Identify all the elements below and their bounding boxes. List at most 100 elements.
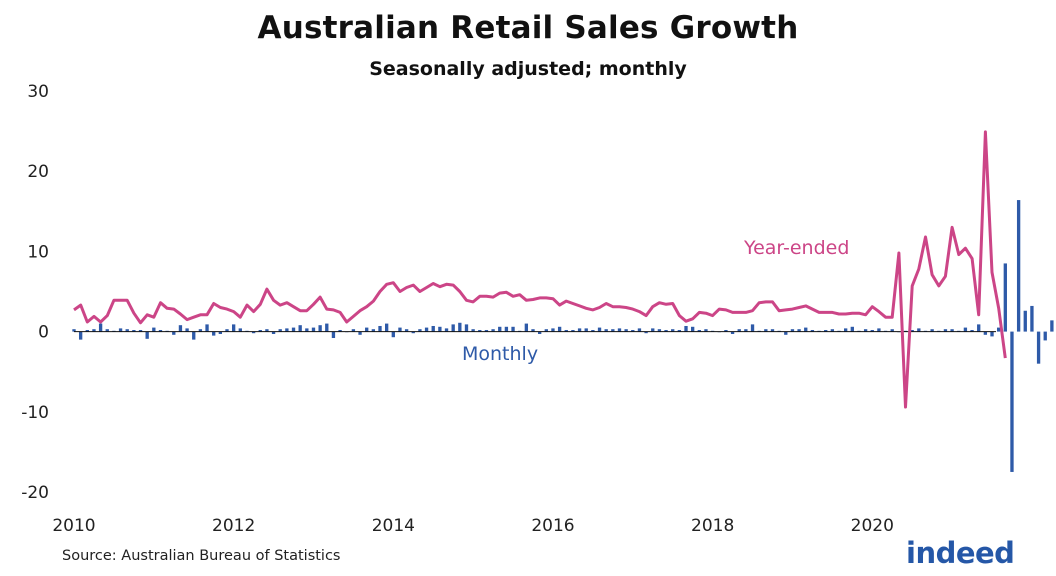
monthly-bar	[105, 329, 109, 332]
monthly-bar	[750, 324, 755, 332]
monthly-bar	[1043, 331, 1047, 341]
monthly-bar	[418, 329, 422, 332]
x-tick-label: 2020	[851, 516, 894, 536]
monthly-bar	[930, 329, 934, 332]
monthly-bar	[198, 329, 203, 332]
monthly-bar	[744, 329, 748, 332]
monthly-bar	[963, 327, 968, 332]
monthly-bar	[231, 324, 236, 332]
chart-subtitle: Seasonally adjusted; monthly	[369, 58, 687, 80]
x-axis: 2010 2012 2014 2016 2018 2020	[52, 516, 894, 536]
monthly-bar	[298, 325, 302, 332]
year-ended-label: Year-ended	[743, 237, 849, 259]
monthly-bar	[784, 331, 788, 335]
monthly-bar	[1030, 305, 1034, 332]
monthly-bar	[338, 329, 342, 332]
monthly-bar	[451, 324, 455, 332]
monthly-bar	[604, 329, 608, 332]
monthly-bar	[85, 329, 89, 332]
y-tick-label: 0	[38, 323, 49, 343]
monthly-bar	[185, 328, 189, 332]
monthly-bar	[764, 329, 768, 332]
monthly-bar	[172, 331, 176, 335]
monthly-bar	[132, 329, 136, 332]
y-tick-label: 10	[27, 242, 49, 262]
monthly-bar	[218, 331, 223, 335]
monthly-bar	[1050, 320, 1054, 332]
monthly-bar	[311, 327, 316, 332]
monthly-bar	[970, 329, 974, 332]
monthly-bar	[531, 329, 535, 332]
monthly-bar	[1016, 200, 1021, 332]
monthly-bar	[318, 325, 322, 332]
monthly-bar	[824, 329, 828, 332]
monthly-bar	[631, 329, 635, 332]
monthly-bar	[371, 329, 376, 332]
monthly-bar	[78, 331, 83, 340]
monthly-bar	[358, 331, 362, 335]
monthly-bar	[584, 328, 588, 332]
monthly-bar	[98, 323, 103, 332]
monthly-bar	[331, 331, 336, 339]
monthly-bar	[471, 329, 475, 332]
monthly-bar	[524, 323, 529, 332]
monthly-bar	[591, 329, 595, 332]
monthly-bar	[890, 329, 894, 332]
monthly-bar	[438, 326, 442, 332]
monthly-bar	[511, 326, 515, 332]
monthly-bar	[118, 328, 123, 332]
y-tick-label: -10	[21, 403, 49, 423]
monthly-bar	[192, 331, 196, 340]
monthly-bar	[664, 329, 668, 332]
monthly-bar	[225, 329, 229, 332]
monthly-bar	[863, 329, 868, 332]
monthly-bar	[478, 329, 482, 332]
x-tick-label: 2012	[212, 516, 255, 536]
monthly-bar	[651, 328, 655, 332]
monthly-bar	[398, 327, 402, 332]
monthly-bar	[278, 329, 282, 332]
monthly-bar	[617, 328, 622, 332]
monthly-bar	[671, 329, 675, 332]
monthly-bar	[152, 327, 156, 332]
monthly-bar	[431, 325, 435, 332]
x-tick-label: 2014	[372, 516, 415, 536]
monthly-bar	[498, 326, 502, 332]
monthly-bar	[790, 329, 795, 332]
monthly-bar	[557, 326, 562, 332]
monthly-bar	[158, 329, 163, 332]
monthly-bar	[205, 324, 209, 332]
monthly-bar	[850, 326, 854, 332]
year-ended-line	[73, 130, 1007, 409]
monthly-bar	[305, 328, 309, 332]
monthly-bar	[1023, 310, 1027, 332]
monthly-bar	[444, 328, 449, 332]
indeed-logo: indeed	[906, 536, 1015, 570]
x-tick-label: 2016	[531, 516, 574, 536]
monthly-bar	[178, 325, 183, 332]
monthly-bar	[704, 329, 708, 332]
monthly-bar	[537, 331, 542, 335]
monthly-bar	[770, 329, 775, 332]
monthly-bar	[212, 331, 216, 336]
monthly-bar	[571, 329, 575, 332]
monthly-bar	[910, 329, 914, 332]
monthly-bar	[624, 329, 628, 332]
monthly-bar	[145, 331, 149, 339]
monthly-bar	[597, 327, 602, 332]
monthly-bar	[1010, 331, 1014, 472]
monthly-bar	[677, 329, 682, 332]
monthly-bar	[977, 324, 981, 332]
monthly-bar	[265, 329, 269, 332]
monthly-bar	[411, 331, 415, 334]
monthly-bar	[138, 329, 143, 332]
monthly-bar	[384, 323, 389, 332]
monthly-bar	[810, 329, 815, 332]
monthly-bar	[917, 328, 921, 332]
monthly-bar	[870, 329, 874, 332]
monthly-bar	[72, 329, 76, 332]
monthly-bar	[611, 329, 615, 332]
monthly-bar	[997, 327, 1001, 332]
monthly-bar	[564, 329, 568, 332]
